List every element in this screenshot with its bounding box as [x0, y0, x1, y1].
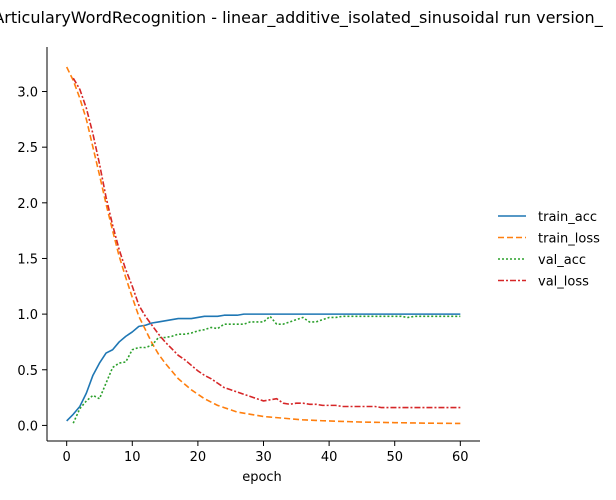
- y-axis-ticks: 0.0 0.5 1.0 1.5 2.0 2.5 3.0: [17, 86, 47, 434]
- x-axis-ticks: 0 10 20 30 40 50 60: [63, 441, 469, 465]
- x-tick-label: 20: [190, 450, 207, 465]
- legend: train_acc train_loss val_acc val_loss: [498, 210, 600, 290]
- legend-label: train_loss: [538, 232, 600, 247]
- y-tick-label: 3.0: [17, 86, 38, 101]
- y-tick-label: 1.5: [17, 252, 38, 267]
- y-tick-label: 0.0: [17, 419, 38, 434]
- x-tick-label: 10: [124, 450, 141, 465]
- x-axis-label: epoch: [242, 470, 282, 485]
- plot-area: [65, 66, 461, 425]
- series-line-train-acc: [66, 313, 461, 422]
- x-tick-label: 30: [255, 450, 272, 465]
- y-tick-label: 0.5: [17, 364, 38, 379]
- series-line-train-loss: [65, 66, 461, 425]
- y-tick-label: 2.0: [17, 197, 38, 212]
- series-line-val-loss: [72, 77, 461, 409]
- x-tick-label: 60: [452, 450, 469, 465]
- legend-label: train_acc: [538, 210, 597, 225]
- y-tick-label: 1.0: [17, 308, 38, 323]
- y-tick-label: 2.5: [17, 141, 38, 156]
- legend-label: val_loss: [538, 275, 589, 290]
- x-tick-label: 50: [386, 450, 403, 465]
- x-tick-label: 40: [321, 450, 338, 465]
- series-line-val-acc: [72, 315, 461, 424]
- x-tick-label: 0: [63, 450, 71, 465]
- chart-title: ArticularyWordRecognition - linear_addit…: [0, 8, 604, 28]
- legend-label: val_acc: [538, 253, 586, 268]
